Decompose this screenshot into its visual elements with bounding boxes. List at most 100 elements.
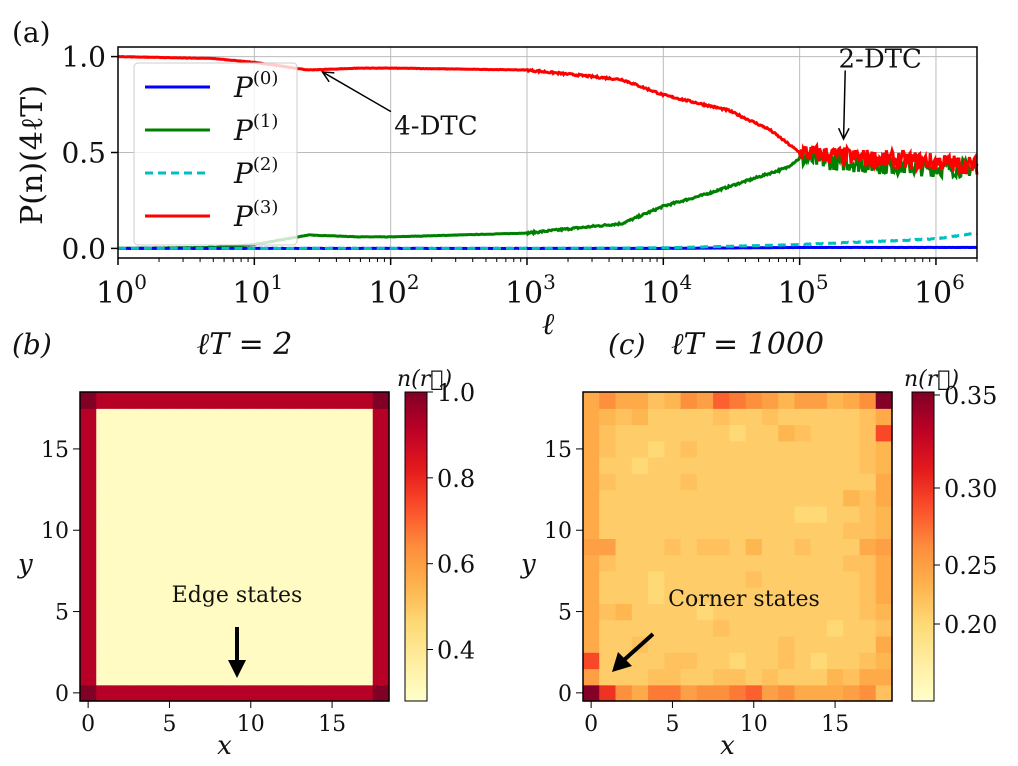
heatmap-cell xyxy=(210,489,227,507)
heatmap-cell xyxy=(810,473,828,491)
heatmap-cell xyxy=(372,668,390,686)
heatmap-cell xyxy=(680,473,698,491)
heatmap-cell xyxy=(96,635,114,653)
heatmap-cell xyxy=(583,522,600,539)
heatmap-cell xyxy=(583,424,600,442)
heatmap-cell xyxy=(631,538,649,556)
heatmap-cell xyxy=(80,424,97,442)
heatmap-cell xyxy=(112,522,130,539)
x-axis-label: ℓ xyxy=(542,307,555,342)
heatmap-cell xyxy=(242,457,260,474)
heatmap-cell xyxy=(210,570,227,588)
heatmap-cell xyxy=(307,489,325,507)
heatmap-cell xyxy=(226,457,244,474)
heatmap-cell xyxy=(96,473,114,491)
heatmap-cell xyxy=(599,587,617,605)
heatmap-cell xyxy=(340,489,358,507)
heatmap-cell xyxy=(843,392,861,409)
heatmap-cell xyxy=(145,570,162,588)
heatmap-cell xyxy=(778,538,796,556)
heatmap-cell xyxy=(80,684,97,702)
heatmap-cell xyxy=(843,603,861,621)
heatmap-cell xyxy=(307,570,325,588)
heatmap-cell xyxy=(145,684,162,702)
heatmap-cell xyxy=(161,570,179,588)
heatmap-cell xyxy=(177,635,195,653)
heatmap-cell xyxy=(356,522,374,539)
heatmap-cell xyxy=(615,619,633,637)
heatmap-cell xyxy=(615,684,633,702)
heatmap-cell xyxy=(696,554,714,572)
heatmap-cell xyxy=(680,408,698,426)
heatmap-cell xyxy=(810,652,828,670)
heatmap-cell xyxy=(226,440,244,458)
heatmap-cell xyxy=(161,440,179,458)
heatmap-cell xyxy=(778,652,796,670)
heatmap-cell xyxy=(778,684,796,702)
heatmap-cell xyxy=(599,489,617,507)
heatmap-cell xyxy=(778,473,796,491)
heatmap-cell xyxy=(599,570,617,588)
heatmap-cell xyxy=(794,522,812,539)
heatmap-cell xyxy=(615,570,633,588)
heatmap-cell xyxy=(356,668,374,686)
heatmap-cell xyxy=(307,684,325,702)
heatmap-cell xyxy=(128,408,146,426)
heatmap-cell xyxy=(275,392,293,409)
heatmap-cell xyxy=(875,424,893,442)
heatmap-cell xyxy=(826,684,844,702)
heatmap-cell xyxy=(778,587,796,605)
heatmap-cell xyxy=(664,570,682,588)
heatmap-cell xyxy=(810,392,828,409)
heatmap-cell xyxy=(843,668,861,686)
y-tick-label: 0 xyxy=(55,682,69,707)
heatmap-cell xyxy=(599,619,617,637)
heatmap-cell xyxy=(843,457,861,474)
heatmap-cell xyxy=(680,505,698,523)
heatmap-cell xyxy=(615,440,633,458)
annotation-arrow xyxy=(842,70,846,140)
heatmap-cell xyxy=(664,603,682,621)
heatmap-cell xyxy=(340,619,358,637)
heatmap-cell xyxy=(843,408,861,426)
heatmap-cell xyxy=(177,587,195,605)
heatmap-cell xyxy=(875,473,893,491)
heatmap-cell xyxy=(875,538,893,556)
heatmap-cell xyxy=(615,408,633,426)
heatmap-cell xyxy=(193,457,211,474)
heatmap-cell xyxy=(875,440,893,458)
heatmap-cell xyxy=(583,570,600,588)
heatmap-cell xyxy=(226,619,244,637)
heatmap-cell xyxy=(875,635,893,653)
heatmap-cell xyxy=(826,635,844,653)
heatmap-cell xyxy=(323,424,341,442)
x-tick-label: 0 xyxy=(584,712,598,737)
x-tick-exponent: 3 xyxy=(543,270,556,294)
colorbar-tick-label: 0.4 xyxy=(437,637,475,665)
heatmap-cell xyxy=(356,635,374,653)
heatmap-cell xyxy=(193,522,211,539)
heatmap-cell xyxy=(242,652,260,670)
x-tick-label: 15 xyxy=(821,712,849,737)
colorbar-label: n(r⃗) xyxy=(904,367,959,392)
heatmap-cell xyxy=(242,522,260,539)
heatmap-cell xyxy=(631,587,649,605)
heatmap-cell xyxy=(210,424,227,442)
heatmap-cell xyxy=(210,652,227,670)
colorbar-label: n(r⃗) xyxy=(397,367,452,392)
heatmap-cell xyxy=(826,619,844,637)
heatmap-cell xyxy=(745,684,763,702)
heatmap-cell xyxy=(145,408,162,426)
heatmap-cell xyxy=(648,554,665,572)
heatmap-cell xyxy=(80,619,97,637)
annotation-arrowhead xyxy=(320,71,335,83)
heatmap-cell xyxy=(648,684,665,702)
colorbar-tick-label: 0.30 xyxy=(944,475,997,503)
heatmap-cell xyxy=(794,473,812,491)
heatmap-cell xyxy=(177,473,195,491)
heatmap-cell xyxy=(226,603,244,621)
heatmap-cell xyxy=(275,554,293,572)
series-line-2 xyxy=(118,231,978,251)
heatmap-cell xyxy=(664,505,682,523)
heatmap-cell xyxy=(307,440,325,458)
